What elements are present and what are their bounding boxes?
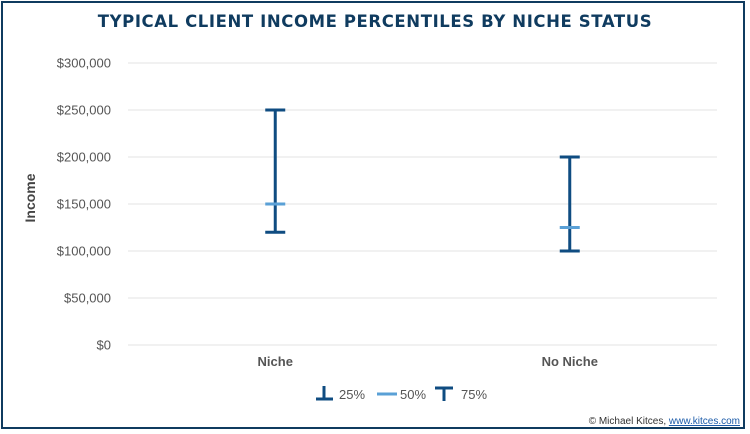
credit: © Michael Kitces, www.kitces.com <box>589 416 740 427</box>
legend-label: 75% <box>461 387 487 402</box>
credit-link[interactable]: www.kitces.com <box>668 416 740 427</box>
chart-frame <box>1 1 745 429</box>
legend-label: 25% <box>339 387 365 402</box>
legend-label: 50% <box>400 387 426 402</box>
y-tick-label: $50,000 <box>64 291 111 306</box>
y-axis-label: Income <box>22 173 38 222</box>
y-tick-label: $100,000 <box>57 244 111 259</box>
y-tick-label: $0 <box>97 338 111 353</box>
y-tick-label: $250,000 <box>57 103 111 118</box>
credit-text: © Michael Kitces, <box>588 416 669 427</box>
y-tick-label: $200,000 <box>57 150 111 165</box>
y-tick-label: $150,000 <box>57 197 111 212</box>
chart-title: TYPICAL CLIENT INCOME PERCENTILES BY NIC… <box>97 12 653 31</box>
x-category-label: Niche <box>258 354 293 369</box>
y-tick-label: $300,000 <box>57 56 111 71</box>
x-category-label: No Niche <box>542 354 598 369</box>
